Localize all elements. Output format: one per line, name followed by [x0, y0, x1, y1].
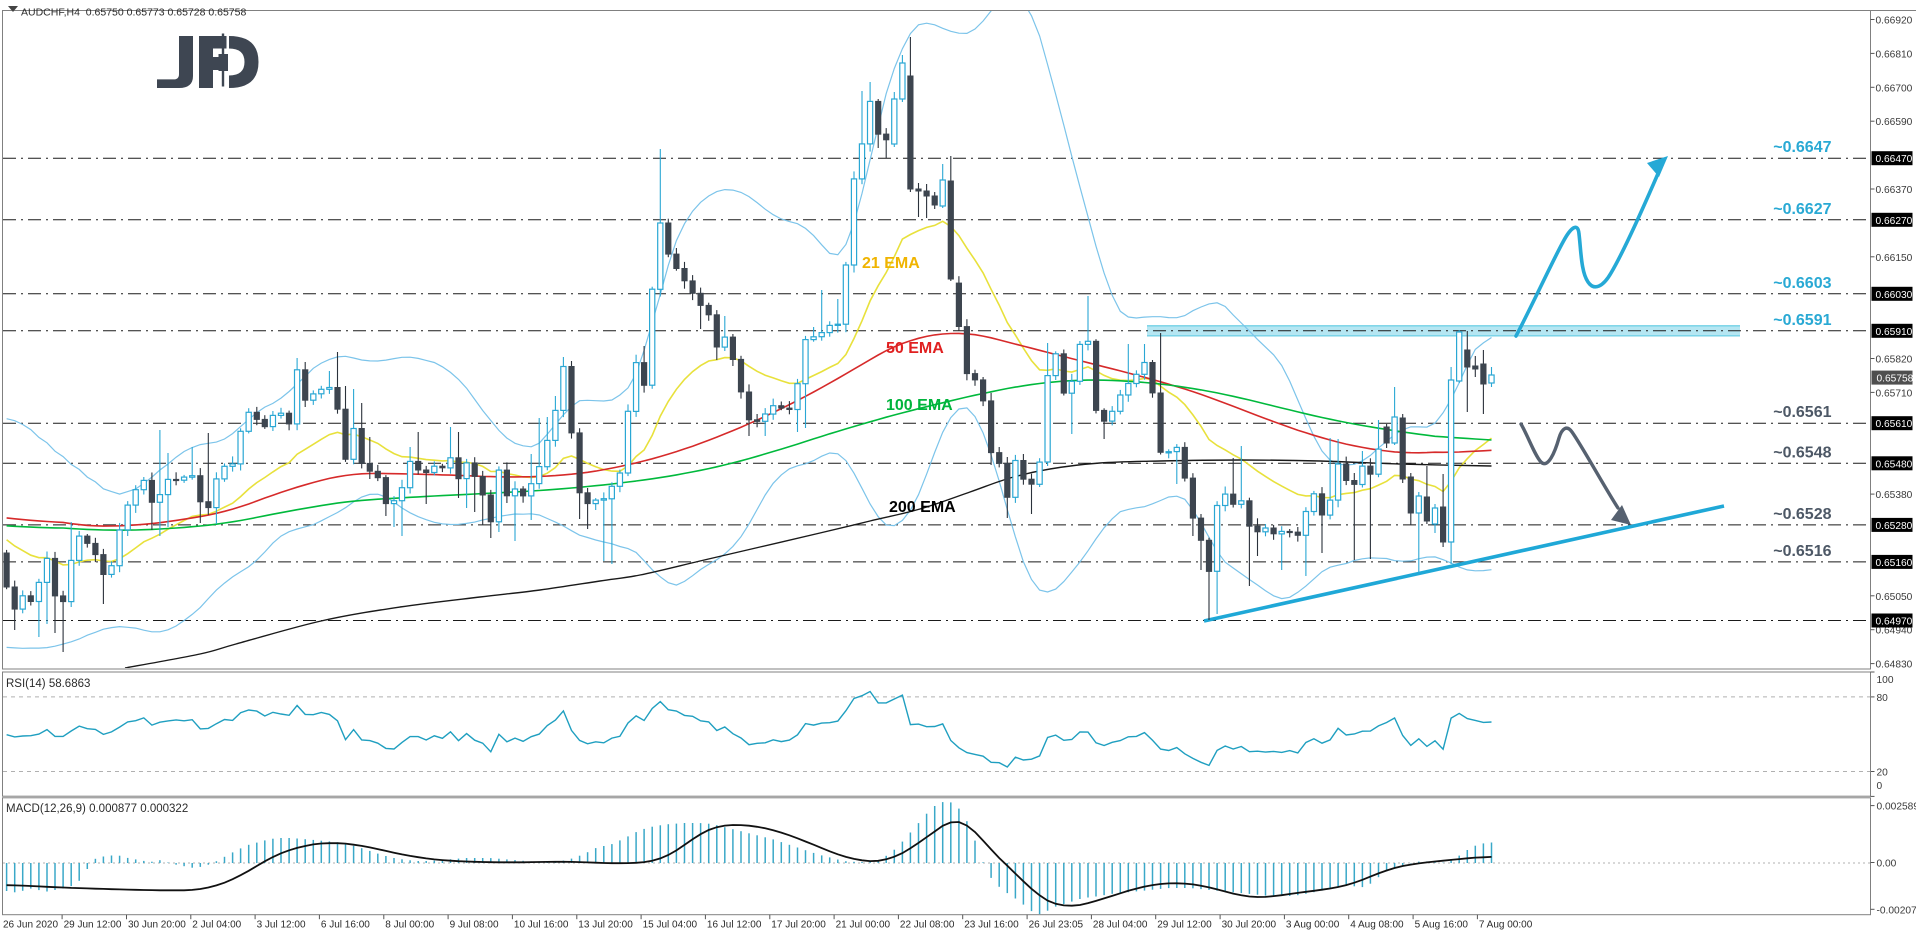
svg-text:~0.6561: ~0.6561: [1773, 404, 1831, 421]
svg-text:0.65610: 0.65610: [1876, 419, 1913, 430]
svg-text:~0.6548: ~0.6548: [1773, 444, 1831, 461]
svg-text:~0.6627: ~0.6627: [1773, 201, 1831, 218]
svg-text:0.64970: 0.64970: [1876, 617, 1913, 628]
svg-text:0.65758: 0.65758: [1877, 374, 1914, 385]
svg-text:100: 100: [1877, 675, 1894, 686]
svg-text:29 Jun 12:00: 29 Jun 12:00: [64, 920, 122, 931]
svg-text:80: 80: [1877, 693, 1889, 704]
svg-text:17 Jul 20:00: 17 Jul 20:00: [771, 920, 826, 931]
svg-text:50 EMA: 50 EMA: [886, 340, 944, 357]
svg-text:23 Jul 16:00: 23 Jul 16:00: [964, 920, 1019, 931]
svg-text:9 Jul 08:00: 9 Jul 08:00: [450, 920, 499, 931]
svg-text:2 Jul 04:00: 2 Jul 04:00: [192, 920, 241, 931]
svg-text:6 Jul 16:00: 6 Jul 16:00: [321, 920, 370, 931]
svg-text:13 Jul 20:00: 13 Jul 20:00: [578, 920, 633, 931]
svg-text:~0.6516: ~0.6516: [1773, 543, 1831, 560]
svg-text:3 Aug 00:00: 3 Aug 00:00: [1286, 920, 1340, 931]
svg-text:200 EMA: 200 EMA: [889, 499, 956, 516]
svg-text:0.66810: 0.66810: [1876, 49, 1913, 60]
svg-text:0.66270: 0.66270: [1876, 216, 1913, 227]
svg-text:0.00: 0.00: [1877, 859, 1897, 870]
svg-text:~0.6603: ~0.6603: [1773, 275, 1831, 292]
svg-text:0.66700: 0.66700: [1876, 83, 1913, 94]
svg-text:15 Jul 04:00: 15 Jul 04:00: [643, 920, 698, 931]
svg-text:8 Jul 00:00: 8 Jul 00:00: [385, 920, 434, 931]
svg-text:0.66150: 0.66150: [1876, 253, 1913, 264]
svg-text:16 Jul 12:00: 16 Jul 12:00: [707, 920, 762, 931]
svg-text:~0.6647: ~0.6647: [1773, 139, 1831, 156]
svg-text:21 EMA: 21 EMA: [862, 255, 920, 272]
svg-text:5 Aug 16:00: 5 Aug 16:00: [1415, 920, 1469, 931]
svg-text:20: 20: [1877, 768, 1889, 779]
svg-text:0.65160: 0.65160: [1876, 558, 1913, 569]
svg-text:0.002589: 0.002589: [1877, 802, 1916, 813]
svg-text:0.65380: 0.65380: [1876, 490, 1913, 501]
svg-text:0.66370: 0.66370: [1876, 185, 1913, 196]
svg-text:0.65480: 0.65480: [1876, 459, 1913, 470]
svg-text:0.66470: 0.66470: [1876, 154, 1913, 165]
svg-text:0.65820: 0.65820: [1876, 355, 1913, 366]
svg-text:0.65910: 0.65910: [1876, 327, 1913, 338]
svg-text:0.65710: 0.65710: [1876, 388, 1913, 399]
svg-text:30 Jul 20:00: 30 Jul 20:00: [1222, 920, 1277, 931]
svg-text:~0.6528: ~0.6528: [1773, 506, 1831, 523]
svg-text:-0.002078: -0.002078: [1877, 905, 1916, 916]
svg-text:~0.6591: ~0.6591: [1773, 312, 1831, 329]
svg-text:3 Jul 12:00: 3 Jul 12:00: [257, 920, 306, 931]
svg-text:26 Jun 2020: 26 Jun 2020: [3, 920, 58, 931]
svg-text:0.65280: 0.65280: [1876, 521, 1913, 532]
svg-text:100 EMA: 100 EMA: [886, 397, 953, 414]
svg-text:RSI(14) 58.6863: RSI(14) 58.6863: [6, 678, 90, 690]
svg-text:26 Jul 23:05: 26 Jul 23:05: [1029, 920, 1084, 931]
svg-text:10 Jul 16:00: 10 Jul 16:00: [514, 920, 569, 931]
svg-text:4 Aug 08:00: 4 Aug 08:00: [1350, 920, 1404, 931]
svg-text:0.66590: 0.66590: [1876, 117, 1913, 128]
svg-text:29 Jul 12:00: 29 Jul 12:00: [1157, 920, 1212, 931]
svg-text:21 Jul 00:00: 21 Jul 00:00: [836, 920, 891, 931]
svg-text:7 Aug 00:00: 7 Aug 00:00: [1479, 920, 1533, 931]
svg-text:0.64830: 0.64830: [1876, 660, 1913, 671]
svg-text:0.66920: 0.66920: [1876, 16, 1913, 27]
svg-text:22 Jul 08:00: 22 Jul 08:00: [900, 920, 955, 931]
svg-text:0.65050: 0.65050: [1876, 592, 1913, 603]
svg-text:MACD(12,26,9) 0.000877 0.00032: MACD(12,26,9) 0.000877 0.000322: [6, 803, 188, 815]
svg-text:28 Jul 04:00: 28 Jul 04:00: [1093, 920, 1148, 931]
svg-text:30 Jun 20:00: 30 Jun 20:00: [128, 920, 186, 931]
svg-text:AUDCHF,H4 0.65750 0.65773 0.6: AUDCHF,H4 0.65750 0.65773 0.65728 0.6575…: [21, 7, 246, 19]
svg-text:0.66030: 0.66030: [1876, 290, 1913, 301]
svg-text:0: 0: [1877, 781, 1883, 792]
